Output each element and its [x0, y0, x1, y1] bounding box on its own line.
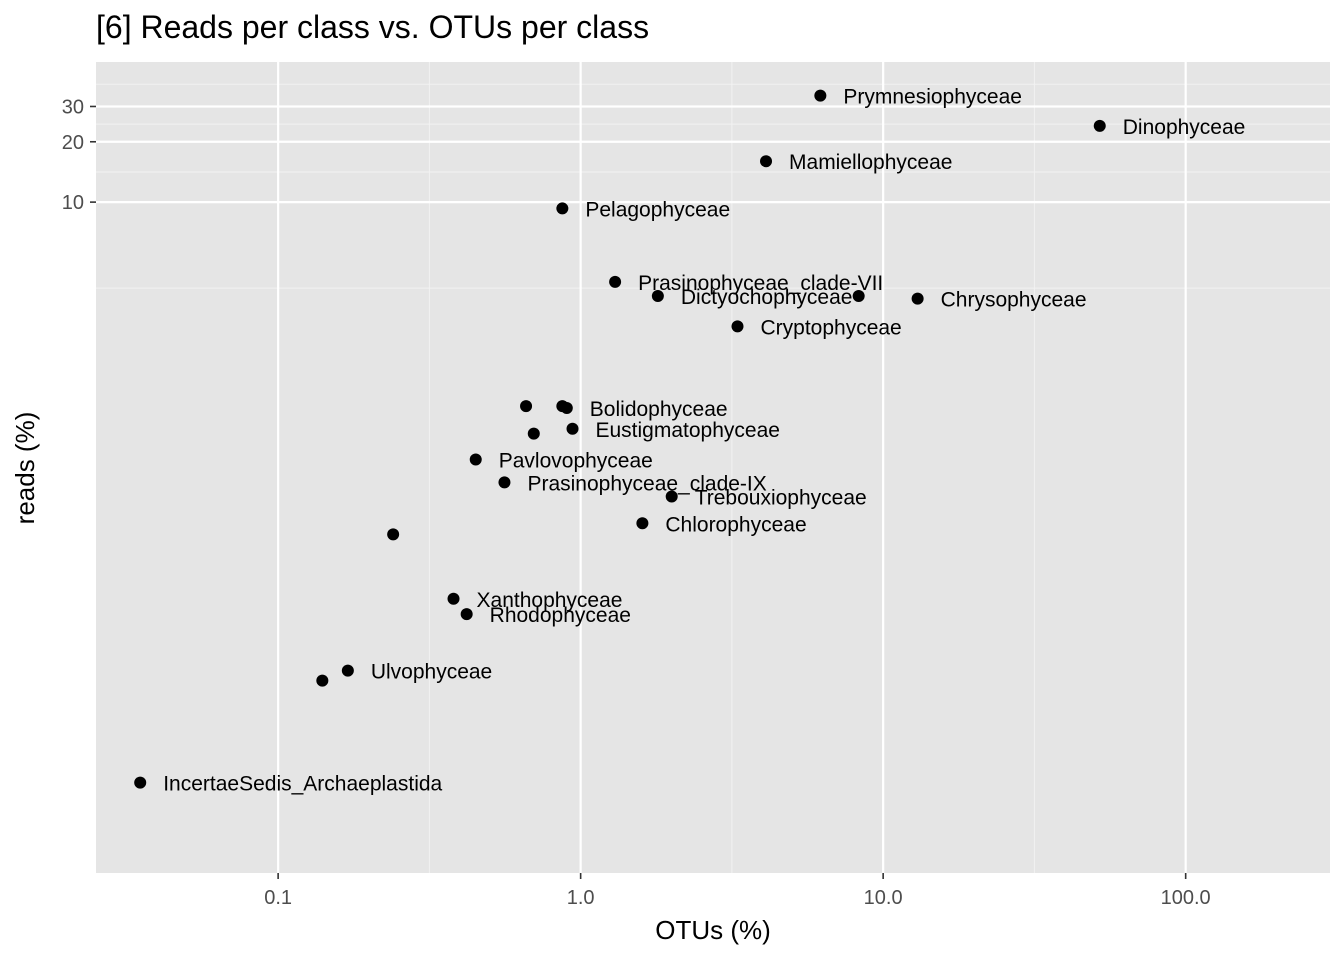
data-point [387, 528, 400, 541]
point-label: Dictyochophyceae [681, 286, 853, 309]
data-point [527, 427, 540, 440]
x-tick-label: 1.0 [567, 887, 595, 909]
x-tick-label: 10.0 [864, 887, 903, 909]
point-label: Dinophyceae [1123, 116, 1246, 139]
data-point [1093, 119, 1106, 132]
data-point [447, 592, 460, 605]
point-label: Cryptophyceae [760, 316, 901, 339]
point-labels: Prymnesiophyceae Dinophyceae Mamiellophyce… [163, 86, 1245, 796]
point-label: Pavlovophyceae [499, 449, 653, 472]
data-point [636, 517, 649, 530]
point-label: Trebouxiophyceae [695, 486, 867, 509]
data-point [651, 290, 664, 303]
data-point [341, 664, 354, 677]
plot-panel [96, 62, 1330, 873]
y-axis-title: reads (%) [10, 412, 40, 525]
y-axis: 10 20 30 [62, 96, 96, 214]
data-point [520, 400, 533, 413]
point-label: Bolidophyceae [590, 398, 728, 421]
x-axis-title: OTUs (%) [655, 915, 771, 945]
point-label: Xanthophyceae [477, 589, 623, 612]
data-point [134, 776, 147, 789]
y-tick-label: 10 [62, 192, 84, 214]
x-tick-label: 0.1 [264, 887, 292, 909]
data-point [852, 290, 865, 303]
point-label: Pelagophyceae [585, 198, 730, 221]
data-point [316, 674, 329, 687]
chart-title: [6] Reads per class vs. OTUs per class [96, 9, 649, 45]
point-label: Ulvophyceae [371, 661, 492, 684]
point-label: IncertaeSedis_Archaeplastida [163, 773, 442, 796]
data-point [469, 453, 482, 466]
major-gridlines [96, 62, 1330, 873]
point-label: Mamiellophyceae [789, 151, 952, 174]
point-label: Prasinophyceae_clade-IX [527, 472, 766, 495]
data-point [556, 202, 569, 215]
data-point [760, 155, 773, 168]
data-point [460, 608, 473, 621]
data-point [731, 320, 744, 333]
data-point [609, 275, 622, 288]
point-label: Prasinophyceae_clade-VII [638, 272, 883, 295]
data-points [134, 89, 1106, 789]
point-label: Eustigmatophyceae [596, 419, 780, 442]
point-label: Rhodophyceae [490, 604, 631, 627]
x-axis: 0.1 1.0 10.0 100.0 [264, 873, 1211, 909]
point-label: Chlorophyceae [665, 513, 806, 536]
y-tick-label: 20 [62, 132, 84, 154]
point-label: Prymnesiophyceae [843, 86, 1022, 109]
data-point [814, 89, 827, 102]
point-label: Chrysophyceae [941, 289, 1087, 312]
data-point [566, 422, 579, 435]
data-point [911, 292, 924, 305]
x-tick-label: 100.0 [1161, 887, 1211, 909]
data-point [665, 490, 678, 503]
y-tick-label: 30 [62, 96, 84, 118]
data-point [560, 401, 573, 414]
minor-gridlines [96, 62, 1330, 873]
data-point [498, 476, 511, 489]
